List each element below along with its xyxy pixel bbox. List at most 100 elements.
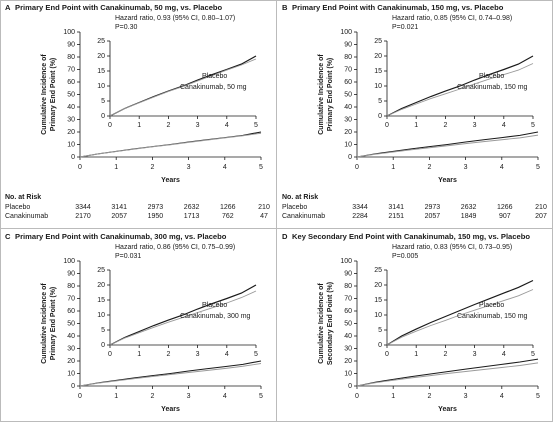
inset-x-tick-label: 5 [254, 351, 258, 358]
inset-y-tick-label: 0 [378, 113, 382, 120]
inset-line [386, 289, 534, 346]
y-tick-label: 0 [348, 154, 352, 161]
inset-line [109, 290, 257, 346]
x-tick-label: 0 [355, 164, 359, 171]
inset-x-tick-label: 3 [473, 351, 477, 358]
y-tick-label: 100 [63, 29, 75, 36]
risk-cell: 207 [535, 213, 547, 220]
inset-x-tick-label: 0 [108, 351, 112, 358]
x-tick-label: 0 [78, 164, 82, 171]
risk-cell: 2170 [75, 213, 91, 220]
risk-cell: 2632 [461, 204, 477, 211]
main-line [356, 131, 539, 158]
p-value: P=0.031 [115, 253, 141, 260]
y-tick-label: 60 [67, 79, 75, 86]
x-tick-label: 4 [500, 164, 504, 171]
y-tick-label: 0 [348, 383, 352, 390]
inset-x-tick-label: 5 [531, 122, 535, 129]
main-line [356, 134, 539, 158]
x-tick-label: 1 [114, 393, 118, 400]
risk-cell: 2973 [148, 204, 164, 211]
series-label: Canakinumab, 150 mg [457, 313, 528, 320]
risk-cell: 3344 [352, 204, 368, 211]
y-axis-label: Secondary End Point (%) [327, 282, 334, 365]
y-tick-label: 50 [67, 320, 75, 327]
risk-row-label: Canakinumab [5, 213, 48, 220]
hazard-ratio: Hazard ratio, 0.85 (95% CI, 0.74–0.98) [392, 15, 512, 22]
y-tick-label: 50 [344, 91, 352, 98]
y-tick-label: 40 [67, 104, 75, 111]
y-tick-label: 0 [71, 154, 75, 161]
risk-cell: 3344 [75, 204, 91, 211]
y-tick-label: 100 [340, 258, 352, 265]
x-tick-label: 5 [536, 164, 540, 171]
y-tick-label: 80 [67, 283, 75, 290]
y-tick-label: 50 [344, 320, 352, 327]
risk-table-title: No. at Risk [282, 194, 318, 201]
inset-y-tick-label: 20 [97, 53, 105, 60]
series-label: Placebo [479, 302, 504, 309]
x-tick-label: 0 [78, 393, 82, 400]
y-tick-label: 70 [67, 295, 75, 302]
y-tick-label: 60 [344, 79, 352, 86]
inset-line [386, 279, 534, 346]
inset-x-tick-label: 4 [225, 122, 229, 129]
y-tick-label: 30 [344, 345, 352, 352]
x-tick-label: 4 [500, 393, 504, 400]
panel-title: Primary End Point with Canakinumab, 150 … [292, 3, 504, 12]
inset-y-tick-label: 15 [374, 68, 382, 75]
inset-y-tick-label: 20 [374, 282, 382, 289]
inset-y-tick-label: 20 [374, 53, 382, 60]
main-line [356, 358, 539, 387]
inset-x-tick-label: 1 [137, 351, 141, 358]
risk-cell: 2284 [352, 213, 368, 220]
risk-cell: 1266 [497, 204, 513, 211]
x-tick-label: 1 [391, 164, 395, 171]
inset-line [109, 58, 257, 117]
panel-title: Primary End Point with Canakinumab, 50 m… [15, 3, 223, 12]
y-tick-label: 40 [344, 104, 352, 111]
x-tick-label: 5 [259, 164, 263, 171]
hazard-ratio: Hazard ratio, 0.86 (95% CI, 0.75–0.99) [115, 244, 235, 251]
series-label: Placebo [202, 73, 227, 80]
y-tick-label: 70 [344, 66, 352, 73]
main-line [356, 362, 539, 387]
inset-line [386, 55, 534, 117]
x-tick-label: 3 [464, 164, 468, 171]
y-tick-label: 90 [67, 41, 75, 48]
inset-y-tick-label: 0 [378, 342, 382, 349]
inset-y-tick-label: 10 [374, 83, 382, 90]
risk-cell: 2151 [388, 213, 404, 220]
main-line [79, 363, 262, 387]
risk-cell: 3141 [111, 204, 127, 211]
hazard-ratio: Hazard ratio, 0.93 (95% CI, 0.80–1.07) [115, 15, 235, 22]
risk-cell: 210 [258, 204, 270, 211]
y-tick-label: 80 [67, 54, 75, 61]
inset-y-tick-label: 5 [378, 98, 382, 105]
series-label: Canakinumab, 150 mg [457, 84, 528, 91]
y-axis-label: Cumulative Incidence of [41, 283, 48, 364]
y-tick-label: 0 [71, 383, 75, 390]
inset-x-tick-label: 0 [385, 351, 389, 358]
risk-cell: 1266 [220, 204, 236, 211]
inset-y-tick-label: 10 [374, 312, 382, 319]
y-tick-label: 30 [67, 116, 75, 123]
y-axis-label: Primary End Point (%) [50, 287, 57, 361]
inset-x-tick-label: 3 [196, 351, 200, 358]
series-label: Placebo [202, 302, 227, 309]
risk-cell: 1849 [461, 213, 477, 220]
y-axis-label: Cumulative Incidence of [318, 283, 325, 364]
risk-table-title: No. at Risk [5, 194, 41, 201]
x-tick-label: 4 [223, 164, 227, 171]
risk-cell: 2632 [184, 204, 200, 211]
risk-cell: 1950 [148, 213, 164, 220]
x-tick-label: 3 [187, 164, 191, 171]
inset-y-tick-label: 15 [97, 297, 105, 304]
y-tick-label: 80 [344, 283, 352, 290]
x-tick-label: 3 [464, 393, 468, 400]
inset-y-tick-label: 25 [97, 267, 105, 274]
risk-row-label: Placebo [282, 204, 307, 211]
risk-row-label: Canakinumab [282, 213, 325, 220]
y-tick-label: 30 [344, 116, 352, 123]
inset-x-tick-label: 1 [414, 351, 418, 358]
